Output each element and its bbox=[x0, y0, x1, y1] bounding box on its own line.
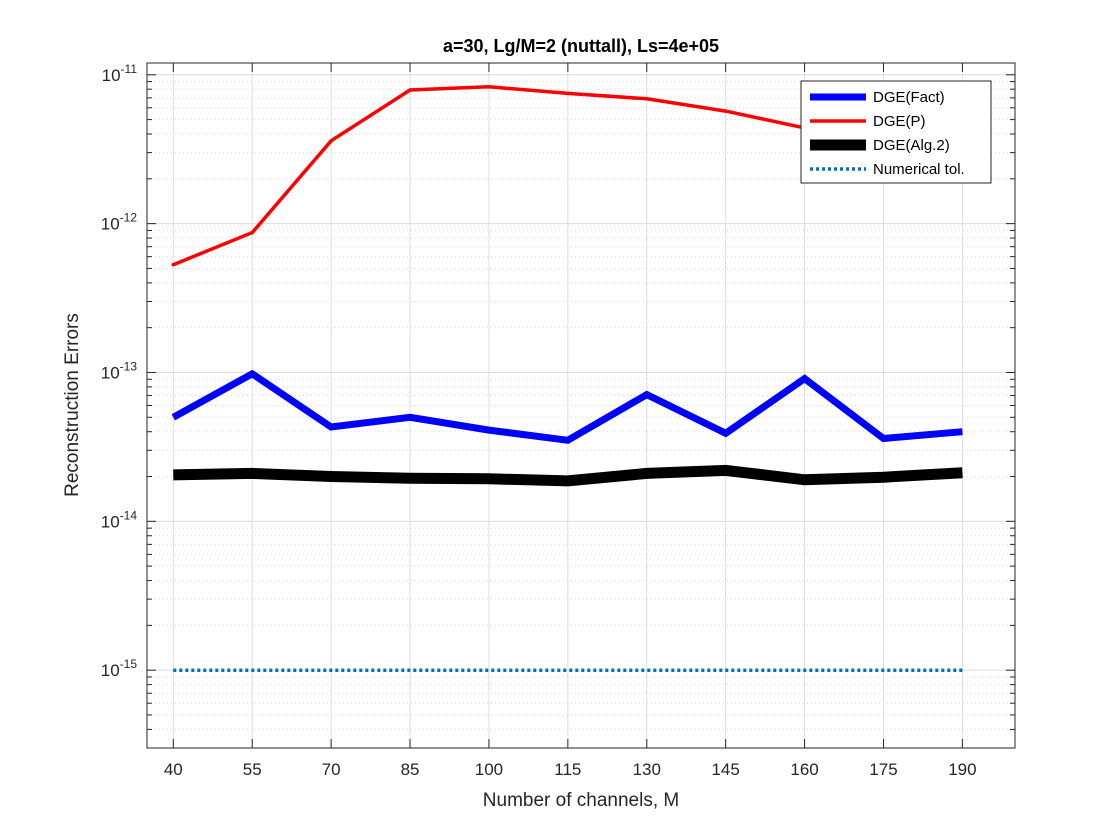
legend-label-numerical-tol: Numerical tol. bbox=[873, 161, 965, 178]
chart-title: a=30, Lg/M=2 (nuttall), Ls=4e+05 bbox=[443, 36, 719, 56]
x-tick-label: 130 bbox=[633, 760, 661, 779]
series-point-dge-p bbox=[566, 91, 570, 96]
x-tick-label: 175 bbox=[869, 760, 897, 779]
x-tick-label: 190 bbox=[948, 760, 976, 779]
legend-label-dge-fact: DGE(Fact) bbox=[873, 89, 945, 106]
series-line-dge-alg-2 bbox=[173, 464, 963, 487]
series-point-dge-p bbox=[723, 109, 728, 113]
series-point-dge-p bbox=[408, 88, 412, 92]
x-tick-label: 100 bbox=[475, 760, 503, 779]
x-axis-label: Number of channels, M bbox=[483, 790, 679, 811]
y-tick-label: 10-11 bbox=[102, 62, 138, 85]
legend-label-dge-p: DGE(P) bbox=[873, 113, 926, 130]
series-point-dge-p bbox=[644, 96, 649, 101]
grid bbox=[147, 63, 1015, 748]
y-tick-label: 10-15 bbox=[101, 657, 138, 680]
series-point-dge-p bbox=[171, 262, 176, 267]
y-tick-label: 10-12 bbox=[101, 211, 138, 234]
ticks: 10-15 10-14 10-13 10-12 10-11 40 55 70 85 100 115 1… bbox=[101, 62, 1015, 779]
series-point-dge-p bbox=[329, 139, 333, 143]
y-tick-label: 10-14 bbox=[101, 508, 138, 531]
x-tick-label: 145 bbox=[711, 760, 739, 779]
legend-label-dge-alg-2: DGE(Alg.2) bbox=[873, 137, 950, 154]
legend: DGE(Fact) DGE(P) DGE(Alg.2) Numerical tol. bbox=[800, 80, 992, 184]
series-line-dge-fact bbox=[171, 369, 963, 444]
y-tick-label: 10-13 bbox=[101, 359, 138, 382]
series-point-dge-p bbox=[487, 85, 491, 89]
y-axis-label: Reconstruction Errors bbox=[62, 313, 83, 497]
series-point-dge-p bbox=[250, 230, 255, 235]
x-tick-label: 55 bbox=[243, 760, 262, 779]
x-tick-label: 40 bbox=[164, 760, 183, 779]
x-tick-label: 85 bbox=[401, 760, 420, 779]
x-tick-label: 70 bbox=[322, 760, 341, 779]
x-tick-label: 160 bbox=[790, 760, 818, 779]
x-tick-label: 115 bbox=[554, 760, 581, 779]
